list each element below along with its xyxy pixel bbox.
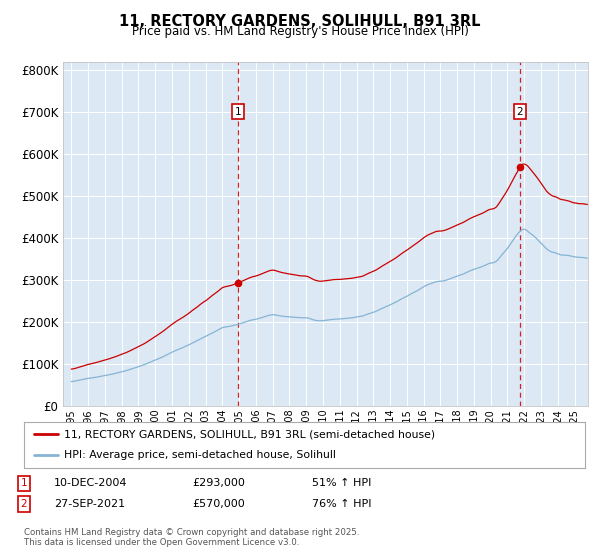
Text: HPI: Average price, semi-detached house, Solihull: HPI: Average price, semi-detached house,…: [64, 450, 336, 460]
Text: 1: 1: [20, 478, 28, 488]
Text: 2: 2: [20, 499, 28, 509]
Text: Contains HM Land Registry data © Crown copyright and database right 2025.
This d: Contains HM Land Registry data © Crown c…: [24, 528, 359, 547]
Text: Price paid vs. HM Land Registry's House Price Index (HPI): Price paid vs. HM Land Registry's House …: [131, 25, 469, 38]
Text: 10-DEC-2004: 10-DEC-2004: [54, 478, 128, 488]
Text: 27-SEP-2021: 27-SEP-2021: [54, 499, 125, 509]
Text: £570,000: £570,000: [192, 499, 245, 509]
Text: £293,000: £293,000: [192, 478, 245, 488]
Text: 11, RECTORY GARDENS, SOLIHULL, B91 3RL: 11, RECTORY GARDENS, SOLIHULL, B91 3RL: [119, 14, 481, 29]
Text: 2: 2: [517, 106, 523, 116]
Text: 1: 1: [235, 106, 241, 116]
Text: 51% ↑ HPI: 51% ↑ HPI: [312, 478, 371, 488]
Text: 11, RECTORY GARDENS, SOLIHULL, B91 3RL (semi-detached house): 11, RECTORY GARDENS, SOLIHULL, B91 3RL (…: [64, 429, 436, 439]
Text: 76% ↑ HPI: 76% ↑ HPI: [312, 499, 371, 509]
